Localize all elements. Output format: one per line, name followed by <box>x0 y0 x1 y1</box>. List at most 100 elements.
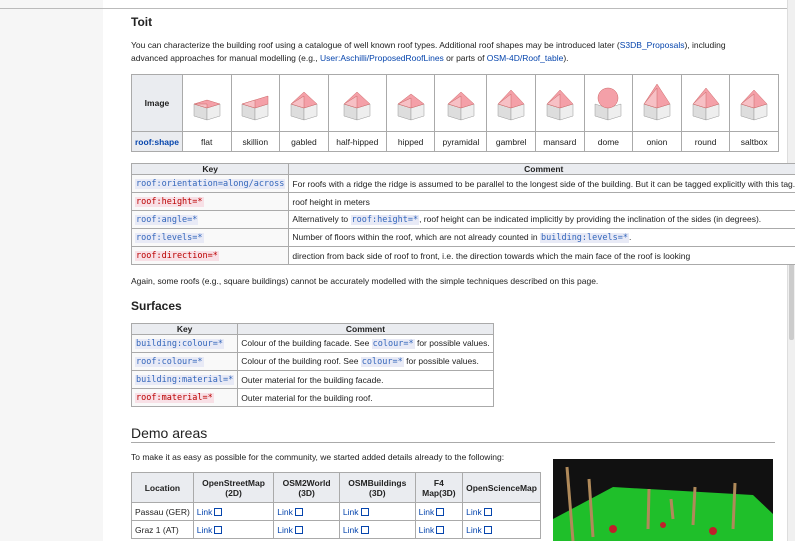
header: OSM2World (3D) <box>274 473 340 503</box>
text: . <box>629 232 631 242</box>
key[interactable]: roof:levels=* <box>135 233 204 243</box>
comment-cell: Number of floors within the roof, which … <box>289 229 795 247</box>
key-cell: roof:angle=* <box>132 211 289 229</box>
text: Alternatively to <box>292 214 350 224</box>
cell: Link <box>339 521 415 539</box>
key[interactable]: roof:height=* <box>135 197 204 207</box>
link[interactable]: S3DB_Proposals <box>620 40 685 50</box>
row: roof:colour=* Colour of the building roof… <box>132 353 494 371</box>
text: You can characterize the building roof u… <box>131 40 620 50</box>
text: Colour of the building roof. See <box>241 356 361 366</box>
tag[interactable]: colour=* <box>361 357 404 367</box>
shape-name: half-hipped <box>328 132 386 152</box>
link[interactable]: Link <box>197 525 223 535</box>
link[interactable]: Link <box>197 507 223 517</box>
roof-icon[interactable] <box>737 82 771 122</box>
roof-icon[interactable] <box>394 82 428 122</box>
text: roof height in meters <box>292 197 369 207</box>
key-cell: roof:material=* <box>132 389 238 407</box>
comment-cell: Outer material for the building roof. <box>238 389 494 407</box>
page: Toit You can characterize the building r… <box>0 0 795 541</box>
key[interactable]: roof:angle=* <box>135 215 198 225</box>
image-cell <box>280 75 329 132</box>
cell: Graz 1 (AT) <box>132 521 194 539</box>
key[interactable]: building:material=* <box>135 375 234 385</box>
link[interactable]: Link <box>277 507 303 517</box>
link[interactable]: Link <box>343 507 369 517</box>
roof-icon[interactable] <box>543 82 577 122</box>
comment-cell: Colour of the building facade. See colou… <box>238 335 494 353</box>
header: F4 Map(3D) <box>415 473 462 503</box>
shape-name: dome <box>584 132 633 152</box>
header: OpenScienceMap <box>463 473 541 503</box>
demo-title: Demo areas <box>131 425 207 441</box>
text: or parts of <box>444 53 487 63</box>
cell: Link <box>193 521 273 539</box>
shape-name: pyramidal <box>435 132 487 152</box>
key[interactable]: roof:material=* <box>135 393 214 403</box>
key-cell: roof:direction=* <box>132 247 289 265</box>
text: Outer material for the building facade. <box>241 375 383 385</box>
roof-icon[interactable] <box>444 82 478 122</box>
cell: Link <box>274 521 340 539</box>
roof-icon[interactable] <box>640 82 674 122</box>
link[interactable]: OSM-4D/Roof_table <box>487 53 564 63</box>
key[interactable]: roof:direction=* <box>135 251 219 261</box>
header: OpenStreetMap (2D) <box>193 473 273 503</box>
key-cell: building:colour=* <box>132 335 238 353</box>
roof-icon[interactable] <box>190 82 224 122</box>
text: Colour of the building facade. See <box>241 338 371 348</box>
key[interactable]: roof:orientation=along/across <box>135 179 285 189</box>
comment-cell: direction from back side of roof to fron… <box>289 247 795 265</box>
shape-name: mansard <box>536 132 585 152</box>
header: Key <box>132 324 238 335</box>
cell: Link <box>339 503 415 521</box>
roof-icon[interactable] <box>340 82 374 122</box>
link[interactable]: roof:shape <box>135 137 179 147</box>
link[interactable]: Link <box>419 525 445 535</box>
comment-cell: roof height in meters <box>289 193 795 211</box>
cell: Link <box>193 503 273 521</box>
row: roof:shapeflatskilliongabledhalf-hippedh… <box>132 132 779 152</box>
header: Key <box>132 164 289 175</box>
key-cell: roof:levels=* <box>132 229 289 247</box>
image-cell <box>487 75 536 132</box>
comment-cell: Alternatively to roof:height=*, roof hei… <box>289 211 795 229</box>
roof-icon[interactable] <box>689 82 723 122</box>
text: for possible values. <box>404 356 479 366</box>
roof-icon[interactable] <box>287 82 321 122</box>
shape-name: gabled <box>280 132 329 152</box>
roof-icon[interactable] <box>494 82 528 122</box>
link[interactable]: Link <box>466 525 492 535</box>
tag[interactable]: roof:height=* <box>351 215 420 225</box>
header: Comment <box>238 324 494 335</box>
tag[interactable]: building:levels=* <box>540 233 629 243</box>
link[interactable]: Link <box>466 507 492 517</box>
key[interactable]: building:colour=* <box>135 339 224 349</box>
link[interactable]: User:Aschilli/ProposedRoofLines <box>320 53 444 63</box>
shape-name: skillion <box>231 132 280 152</box>
roof-icon[interactable] <box>591 82 625 122</box>
key-cell: building:material=* <box>132 371 238 389</box>
row: building:colour=* Colour of the building … <box>132 335 494 353</box>
demo-intro: To make it as easy as possible for the c… <box>131 452 504 462</box>
roof-icon[interactable] <box>238 82 272 122</box>
text: ). <box>563 53 568 63</box>
cell: Link <box>415 503 462 521</box>
cell: Passau (GER) <box>132 503 194 521</box>
key[interactable]: roof:colour=* <box>135 357 204 367</box>
section-title: Toit <box>131 15 152 29</box>
link[interactable]: Link <box>277 525 303 535</box>
tag[interactable]: colour=* <box>372 339 415 349</box>
row: Image <box>132 75 779 132</box>
surfaces-title: Surfaces <box>131 299 182 313</box>
link[interactable]: Link <box>419 507 445 517</box>
row: roof:material=* Outer material for the bu… <box>132 389 494 407</box>
intro: You can characterize the building roof u… <box>131 39 751 65</box>
link[interactable]: Link <box>343 525 369 535</box>
